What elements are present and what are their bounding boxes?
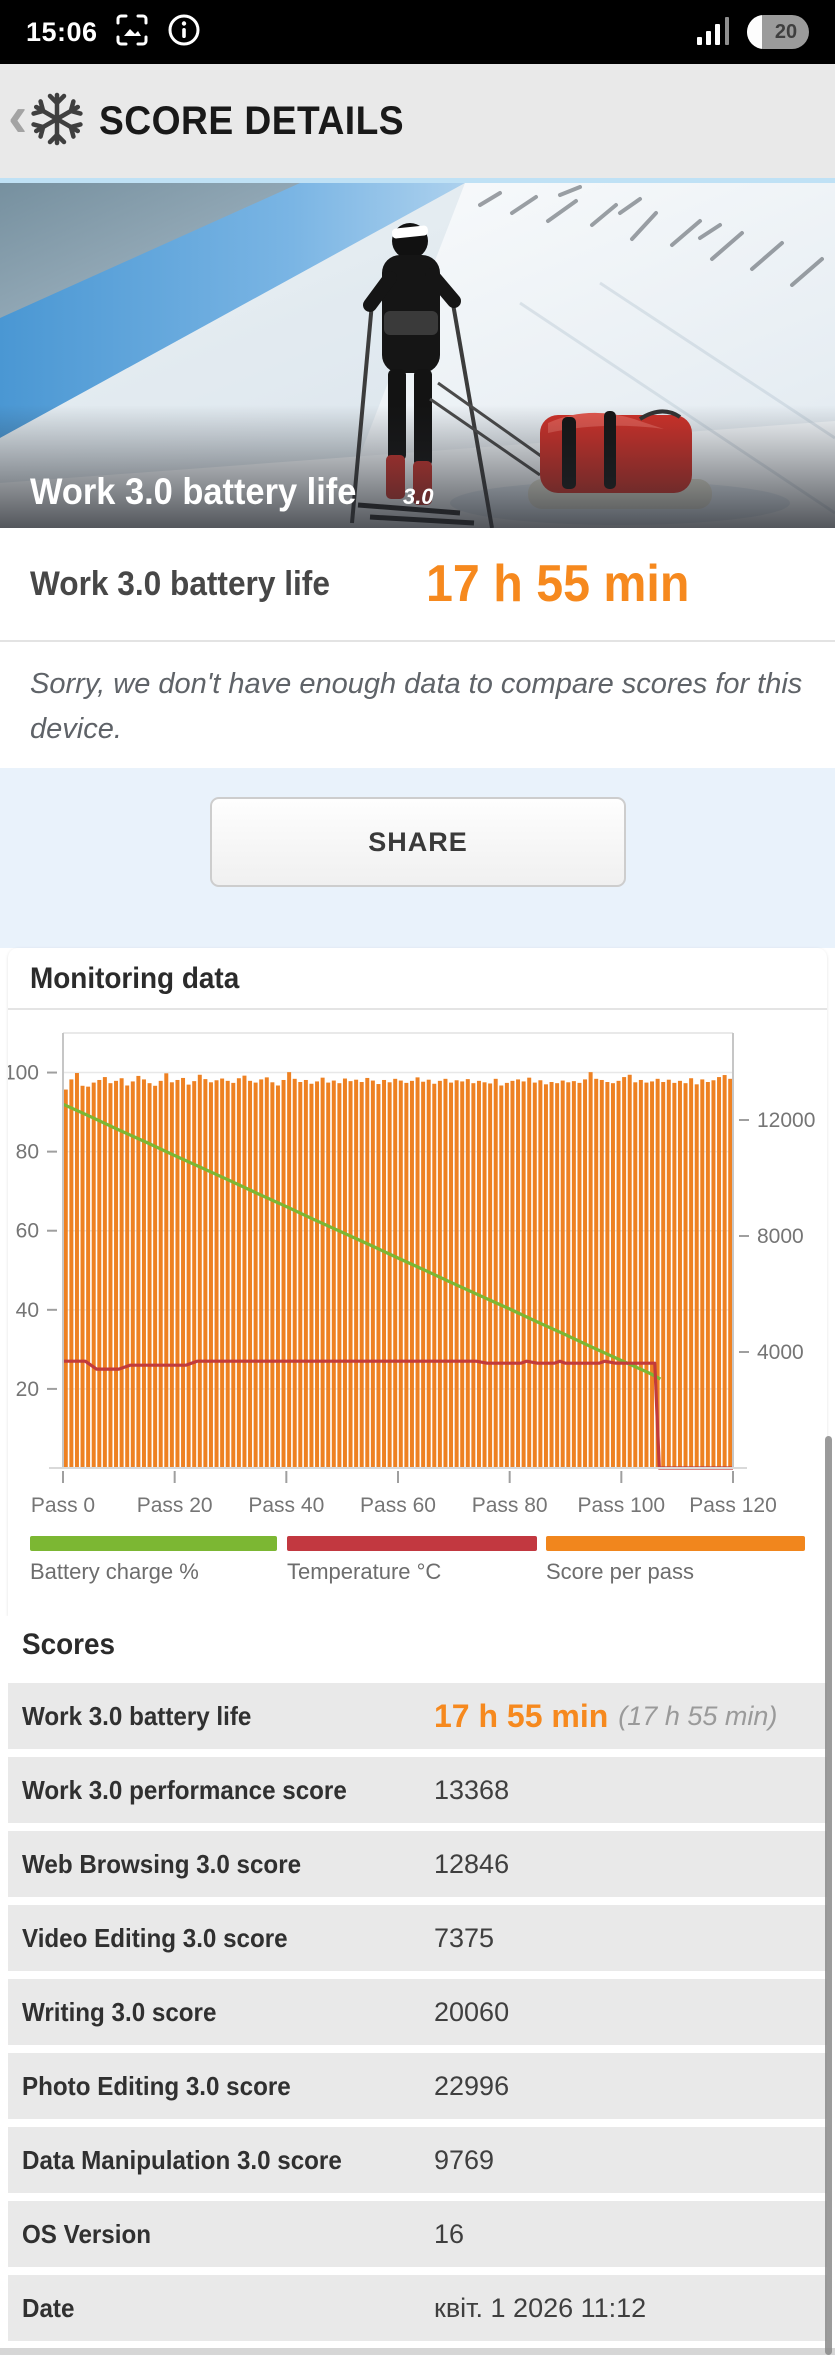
share-button[interactable]: SHARE bbox=[210, 797, 626, 887]
hero-caption: Work 3.0 battery life 3.0 bbox=[30, 471, 434, 512]
svg-text:Pass 60: Pass 60 bbox=[360, 1494, 436, 1517]
battery-life-value-extra: (17 h 55 min) bbox=[618, 1700, 778, 1731]
legend-battery-swatch bbox=[30, 1536, 277, 1551]
scrollbar[interactable] bbox=[825, 1436, 832, 2355]
svg-text:Pass 20: Pass 20 bbox=[137, 1494, 213, 1517]
svg-text:12000: 12000 bbox=[757, 1109, 815, 1132]
svg-text:100: 100 bbox=[8, 1062, 39, 1085]
scores-title: Scores bbox=[22, 1628, 116, 1661]
result-value: 17 h 55 min bbox=[426, 555, 690, 613]
scores-section: Scores Work 3.0 battery life 17 h 55 min… bbox=[0, 1616, 835, 2355]
table-row-date: Date квіт. 1 2026 11:12 bbox=[8, 2275, 827, 2341]
chart-legend: Battery charge % Temperature °C Score pe… bbox=[8, 1536, 827, 1606]
table-row-os-version: OS Version 16 bbox=[8, 2201, 827, 2267]
background-ridge bbox=[0, 183, 300, 318]
table-row-video-editing: Video Editing 3.0 score 7375 bbox=[8, 1905, 827, 1971]
battery-life-value: 17 h 55 min bbox=[434, 1697, 609, 1734]
share-section: SHARE bbox=[0, 768, 835, 948]
monitoring-chart: 20 40 60 80 100 4000 8000 12000 Pass 0 Pass 20 Pas… bbox=[8, 1032, 815, 1517]
battery-fill bbox=[747, 15, 762, 49]
result-row: Work 3.0 battery life 17 h 55 min bbox=[0, 528, 835, 642]
table-row-photo-editing: Photo Editing 3.0 score 22996 bbox=[8, 2053, 827, 2119]
svg-text:80: 80 bbox=[16, 1141, 39, 1164]
page-title: SCORE DETAILS bbox=[99, 98, 405, 143]
svg-text:20: 20 bbox=[16, 1378, 39, 1401]
battery-icon: 20 bbox=[747, 15, 809, 49]
svg-text:8000: 8000 bbox=[757, 1225, 804, 1248]
legend-score: Score per pass bbox=[546, 1536, 805, 1585]
next-row-edge bbox=[0, 2348, 835, 2355]
legend-temperature-swatch bbox=[287, 1536, 537, 1551]
table-row-data-manipulation: Data Manipulation 3.0 score 9769 bbox=[8, 2127, 827, 2193]
clock: 15:06 bbox=[26, 16, 98, 47]
battery-percent: 20 bbox=[774, 20, 798, 43]
app-header: ‹ SCORE DETAILS bbox=[0, 64, 835, 178]
svg-text:4000: 4000 bbox=[757, 1341, 804, 1364]
divider bbox=[8, 1008, 827, 1010]
legend-battery: Battery charge % bbox=[30, 1536, 277, 1585]
svg-text:Pass 40: Pass 40 bbox=[248, 1494, 324, 1517]
status-bar: 15:06 bbox=[0, 0, 835, 64]
table-row-web-browsing: Web Browsing 3.0 score 12846 bbox=[8, 1831, 827, 1897]
svg-text:Pass 100: Pass 100 bbox=[578, 1494, 666, 1517]
monitoring-title: Monitoring data bbox=[30, 962, 240, 995]
legend-temperature-label: Temperature °C bbox=[287, 1559, 442, 1584]
monitoring-card: Monitoring data 20 40 60 80 100 4000 8000 12000… bbox=[8, 948, 827, 1616]
no-compare-data-text: Sorry, we don't have enough data to comp… bbox=[30, 668, 803, 745]
hero-scene bbox=[0, 183, 835, 533]
hero-caption-version: 3.0 bbox=[402, 484, 434, 509]
svg-text:Pass 120: Pass 120 bbox=[689, 1494, 777, 1517]
info-icon bbox=[166, 12, 202, 53]
svg-text:Pass 80: Pass 80 bbox=[472, 1494, 548, 1517]
back-button[interactable]: ‹ bbox=[8, 84, 28, 149]
rocky-crest bbox=[478, 185, 824, 287]
svg-text:Pass 0: Pass 0 bbox=[31, 1494, 95, 1517]
screenshot-icon bbox=[114, 12, 150, 53]
hero-image: Work 3.0 battery life 3.0 bbox=[0, 178, 835, 533]
legend-score-swatch bbox=[546, 1536, 805, 1551]
legend-battery-label: Battery charge % bbox=[30, 1559, 199, 1584]
svg-text:60: 60 bbox=[16, 1220, 39, 1243]
table-row-performance: Work 3.0 performance score 13368 bbox=[8, 1757, 827, 1823]
legend-temperature: Temperature °C bbox=[287, 1536, 537, 1585]
pcmark-snowflake-logo bbox=[29, 91, 85, 152]
table-row-battery-life: Work 3.0 battery life 17 h 55 min (17 h … bbox=[8, 1683, 827, 1749]
table-row-writing: Writing 3.0 score 20060 bbox=[8, 1979, 827, 2045]
legend-score-label: Score per pass bbox=[546, 1559, 694, 1584]
svg-text:40: 40 bbox=[16, 1299, 39, 1322]
notice-card: Sorry, we don't have enough data to comp… bbox=[0, 644, 835, 768]
result-label: Work 3.0 battery life bbox=[30, 564, 330, 603]
signal-icon bbox=[695, 13, 735, 52]
